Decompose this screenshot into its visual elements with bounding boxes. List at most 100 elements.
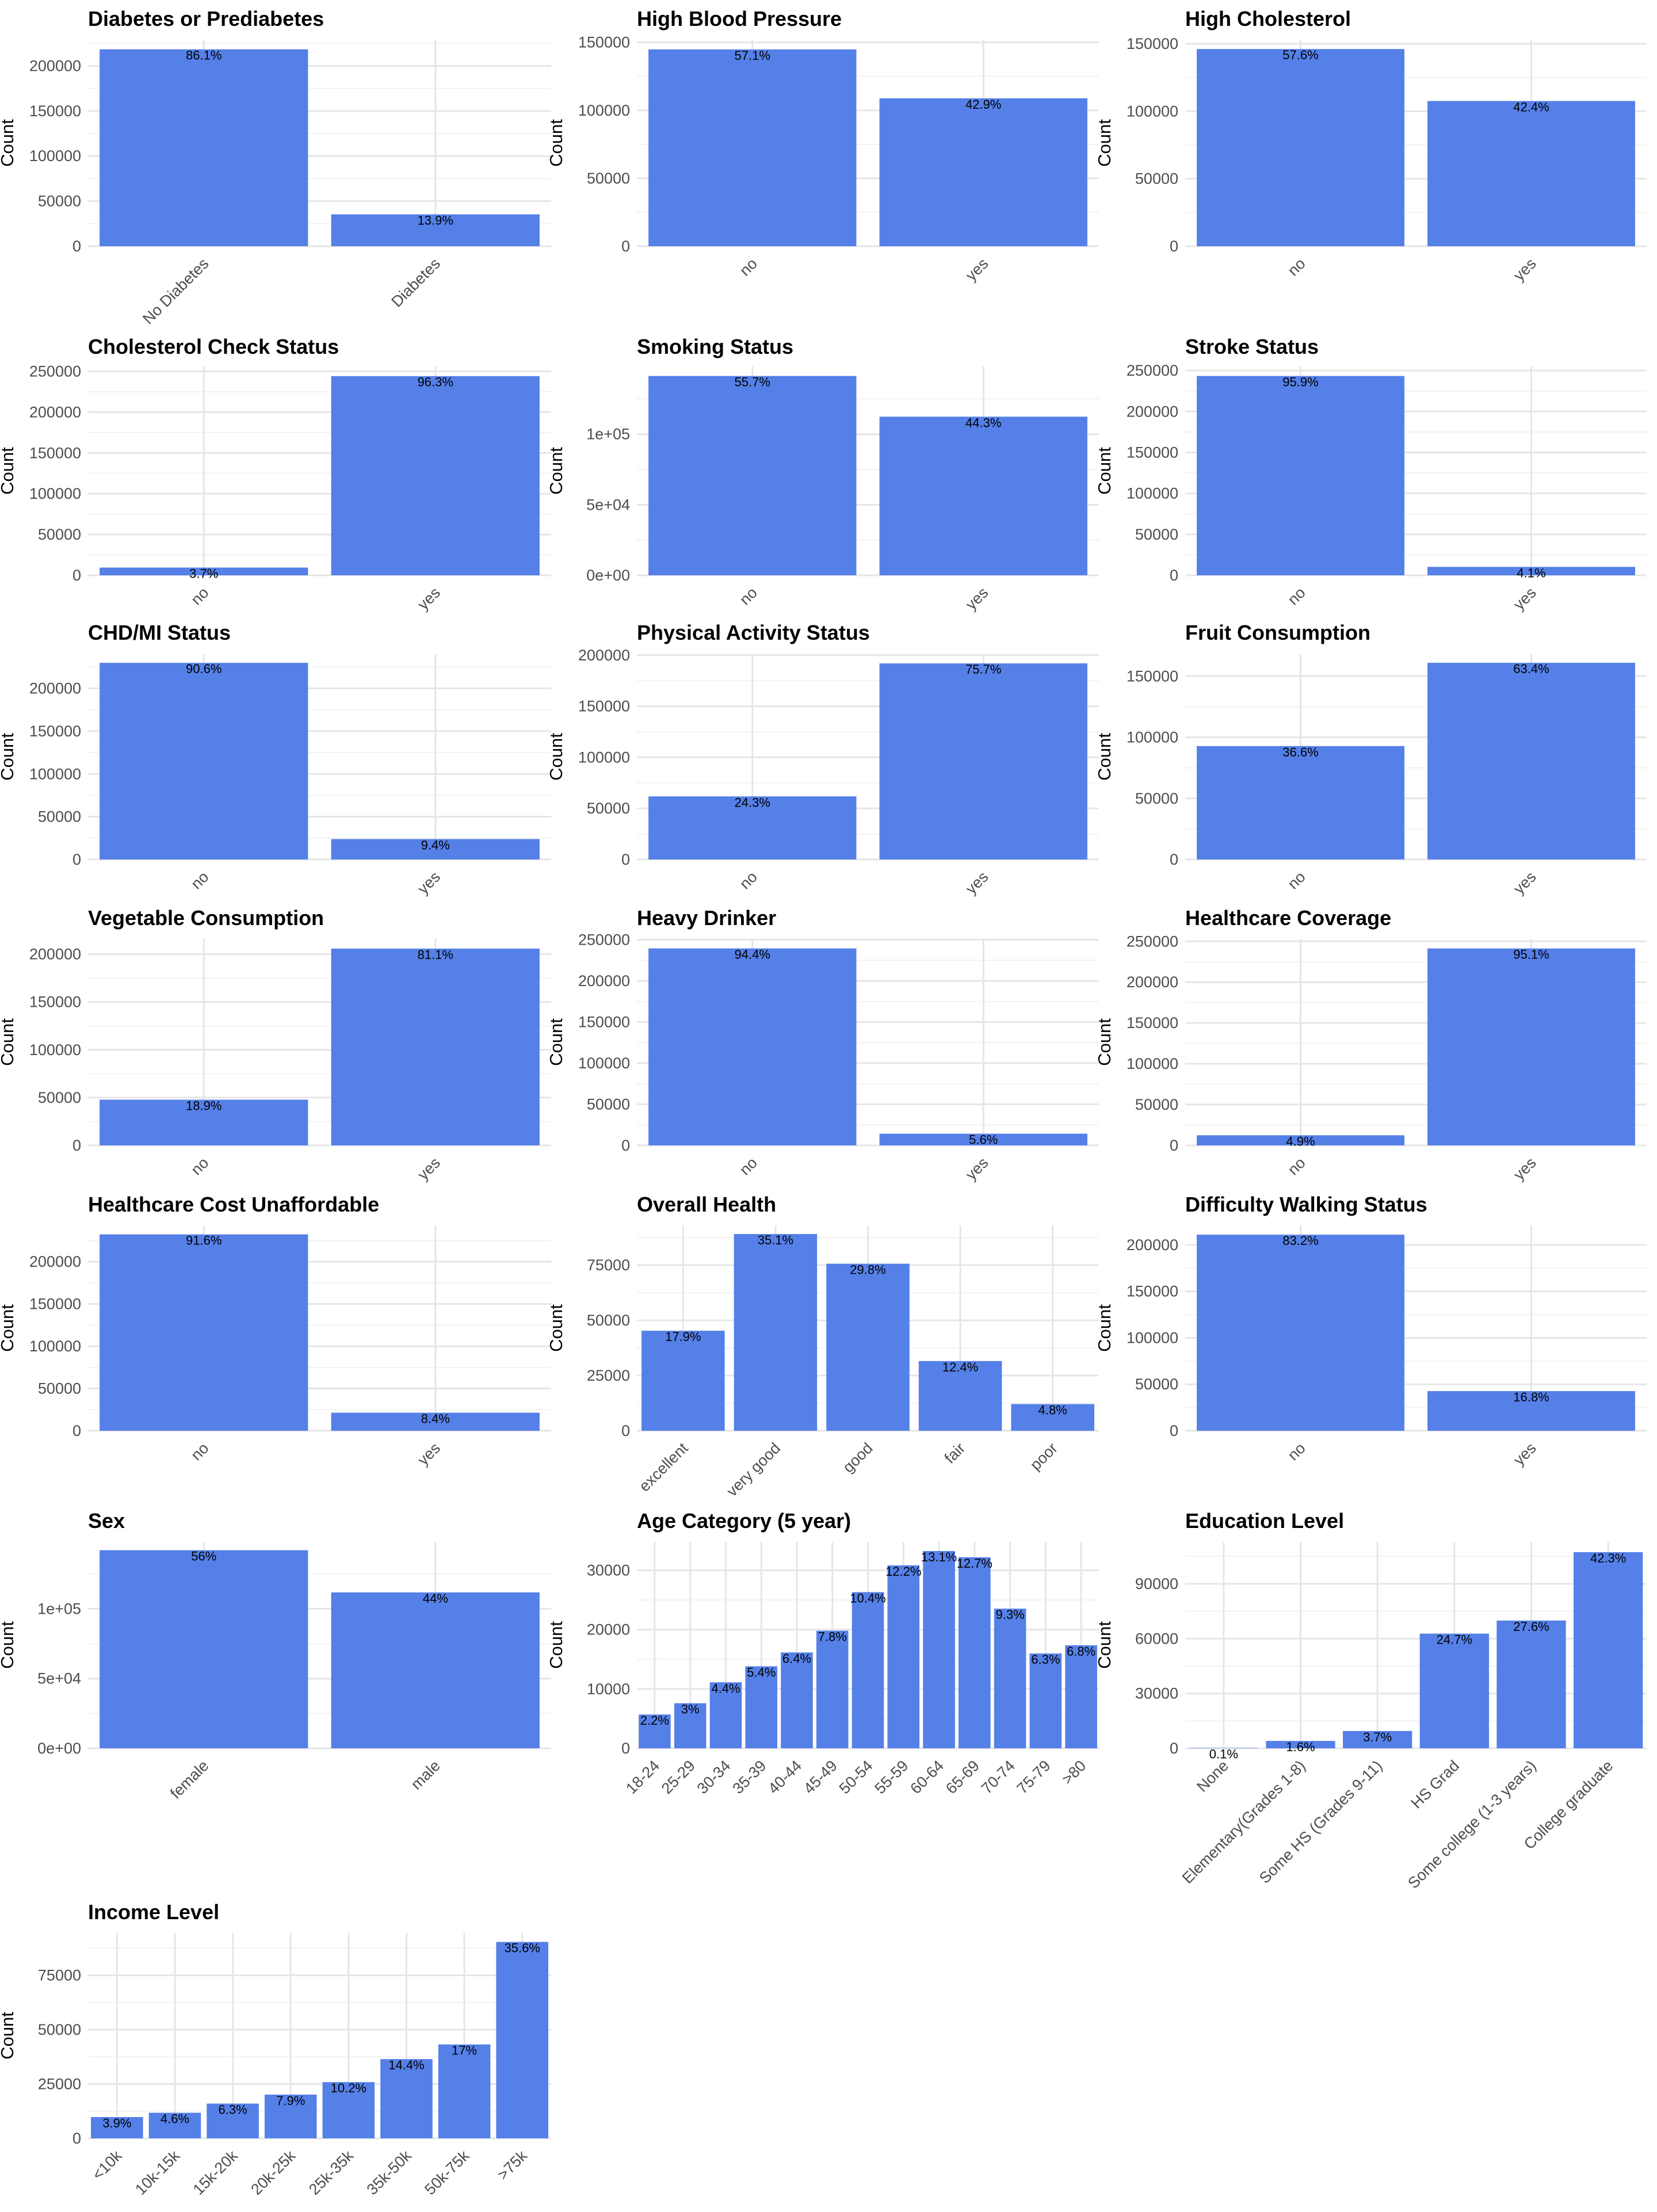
y-axis-label: Count [1094, 733, 1114, 781]
x-tick-label: poor [1027, 1439, 1061, 1473]
y-axis-label: Count [1094, 119, 1114, 167]
data-label-1: 2.2% [640, 1713, 669, 1728]
bar-1 [100, 1099, 308, 1145]
data-label-3: 6.3% [218, 2103, 247, 2117]
data-label-2: 1.6% [1286, 1740, 1315, 1754]
y-tick-label: 150000 [29, 102, 81, 120]
chart-panel-7: 90.6% 9.4% 0 50000 100000 150000 200000 no yes Co… [0, 621, 551, 897]
chart-title: Physical Activity Status [637, 621, 870, 644]
x-tick-label: 15k-20k [190, 2147, 241, 2198]
data-label-2: 95.1% [1513, 948, 1549, 962]
bar-12 [1029, 1653, 1062, 1748]
chart-title: Sex [88, 1509, 125, 1533]
bar-4 [745, 1666, 777, 1748]
bar-5 [322, 2082, 375, 2138]
y-tick-label: 250000 [1127, 362, 1178, 379]
bar-2 [331, 1412, 540, 1431]
chart-panel-5: 55.7% 44.3% 0e+00 5e+04 1e+05 no yes Count Smoki… [546, 335, 1099, 613]
y-tick-label: 50000 [1135, 526, 1178, 543]
x-tick-label: good [839, 1439, 876, 1476]
chart-panel-17: 2.2% 3% 4.4% 5.4% 6.4% 7.8% 10.4%12.2%13.1% 12.… [546, 1509, 1099, 1797]
data-label-1: 0.1% [1209, 1747, 1238, 1761]
data-label-2: 3% [681, 1702, 700, 1717]
y-tick-label: 100000 [29, 147, 81, 165]
y-tick-label: 30000 [587, 1562, 630, 1579]
y-tick-label: 200000 [29, 680, 81, 697]
data-label-1: 56% [191, 1549, 216, 1564]
data-label-2: 5.6% [969, 1133, 998, 1147]
data-label-1: 3.7% [189, 567, 218, 581]
y-tick-label: 10000 [587, 1680, 630, 1698]
data-label-7: 10.4% [850, 1591, 885, 1606]
y-tick-label: 100000 [29, 765, 81, 782]
data-label-1: 90.6% [186, 662, 222, 676]
data-label-1: 4.9% [1286, 1134, 1315, 1148]
data-label-1: 94.4% [735, 948, 770, 962]
y-tick-label: 1e+05 [37, 1600, 81, 1617]
y-tick-label: 200000 [29, 946, 81, 963]
x-tick-label: very good [723, 1439, 784, 1500]
x-tick-label: yes [963, 868, 992, 897]
x-tick-label: male [407, 1757, 444, 1793]
chart-panel-4: 3.7% 96.3% 0 50000 100000 150000 200000 250000 n… [0, 335, 551, 613]
y-tick-label: 0 [1170, 851, 1178, 868]
x-tick-label: Elementary(Grades 1-8) [1179, 1757, 1309, 1887]
y-tick-label: 5e+04 [586, 496, 630, 513]
y-tick-label: 0 [1170, 1740, 1178, 1757]
x-tick-label: no [1284, 868, 1308, 892]
y-tick-label: 60000 [1135, 1630, 1178, 1647]
x-tick-label: no [736, 255, 761, 279]
y-tick-label: 20000 [587, 1621, 630, 1638]
y-tick-label: 50000 [38, 2021, 81, 2038]
y-tick-label: 150000 [1127, 35, 1178, 52]
chart-panel-18: 0.1% 1.6% 3.7% 24.7% 27.6% 42.3% 0 30000 60000 90… [1094, 1509, 1647, 1892]
bar-2 [879, 663, 1087, 859]
y-tick-label: 75000 [38, 1967, 81, 1984]
y-tick-label: 1e+05 [586, 426, 630, 443]
x-tick-label: yes [414, 584, 444, 613]
y-tick-label: 250000 [29, 363, 81, 380]
chart-title: Age Category (5 year) [637, 1509, 851, 1533]
bar-1 [1197, 1135, 1404, 1145]
data-label-2: 42.9% [965, 97, 1001, 112]
chart-panel-14: 17.9% 35.1% 29.8% 12.4% 4.8% 0 25000 50000 75000… [546, 1193, 1099, 1500]
x-tick-label: 75-79 [1014, 1757, 1054, 1797]
x-tick-label: female [167, 1757, 212, 1802]
x-tick-label: no [1284, 1154, 1308, 1178]
chart-title: High Cholesterol [1185, 7, 1351, 30]
data-label-4: 5.4% [747, 1665, 776, 1679]
y-axis-label: Count [0, 1621, 17, 1669]
y-tick-label: 0 [621, 1422, 630, 1439]
x-tick-label: 10k-15k [132, 2147, 183, 2198]
bar-1 [648, 796, 857, 859]
bar-1 [100, 49, 308, 246]
y-tick-label: 50000 [587, 800, 630, 817]
x-tick-label: >80 [1059, 1757, 1090, 1788]
y-tick-label: 0 [1170, 1137, 1178, 1154]
data-label-1: 3.9% [102, 2116, 131, 2130]
chart-panel-16: 56% 44% 0e+00 5e+04 1e+05 female male Count Sex [0, 1509, 551, 1802]
y-tick-label: 0e+00 [586, 567, 630, 584]
y-tick-label: 150000 [29, 723, 81, 740]
chart-panel-8: 24.3% 75.7% 0 50000 100000 150000 200000 no yes C… [546, 621, 1099, 897]
x-tick-label: 50k-75k [421, 2147, 472, 2198]
x-tick-label: 55-59 [871, 1757, 911, 1797]
y-tick-label: 0 [621, 238, 630, 255]
x-tick-label: None [1193, 1757, 1232, 1795]
y-tick-label: 50000 [38, 1089, 81, 1106]
y-axis-label: Count [546, 1304, 566, 1352]
x-tick-label: 25-29 [658, 1757, 698, 1797]
y-tick-label: 150000 [1127, 667, 1178, 685]
data-label-1: 57.6% [1282, 48, 1318, 62]
bar-2 [1427, 663, 1635, 859]
data-label-1: 83.2% [1282, 1233, 1318, 1248]
y-tick-label: 0 [621, 1740, 630, 1757]
x-tick-label: yes [1510, 584, 1540, 613]
bar-1 [100, 1550, 308, 1748]
y-axis-label: Count [0, 1304, 17, 1352]
data-label-10: 12.7% [957, 1556, 992, 1571]
data-label-13: 6.8% [1067, 1644, 1095, 1659]
chart-panel-12: 4.9% 95.1% 0 50000 100000 150000 200000 250000 n… [1094, 906, 1647, 1183]
y-tick-label: 0 [72, 567, 81, 584]
data-label-2: 96.3% [418, 375, 453, 389]
